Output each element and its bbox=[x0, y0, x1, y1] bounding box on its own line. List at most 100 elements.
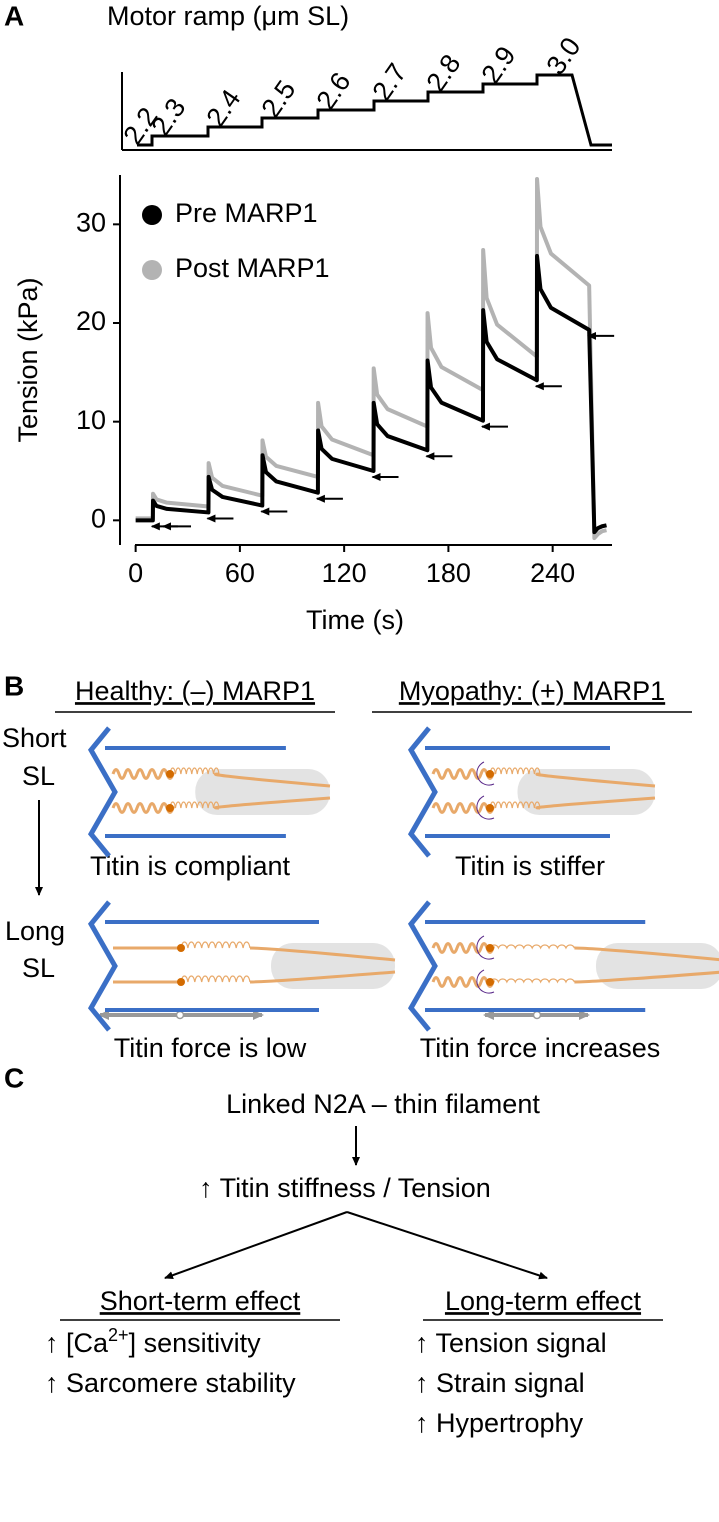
titin-coil bbox=[489, 944, 575, 950]
titin-coil bbox=[489, 978, 575, 984]
ramp-level-label: 2.4 bbox=[200, 84, 246, 132]
series-line bbox=[135, 253, 607, 535]
sarcomere-schematic bbox=[407, 900, 719, 1032]
ramp-level-label: 2.5 bbox=[255, 75, 301, 123]
x-tick-label: 180 bbox=[426, 558, 471, 588]
titin bbox=[431, 942, 496, 954]
heading: Healthy: (–) MARP1 bbox=[75, 676, 315, 706]
titin-coil bbox=[180, 975, 251, 983]
titin bbox=[111, 768, 176, 780]
text: ↑ [Ca bbox=[45, 1328, 109, 1358]
n2a bbox=[177, 944, 185, 952]
titin-coil bbox=[489, 767, 541, 775]
titin-coil bbox=[489, 801, 541, 809]
series-line bbox=[135, 176, 607, 541]
m-line bbox=[175, 1010, 185, 1020]
m-line bbox=[532, 1010, 542, 1020]
effect-item: ↑ [Ca2+] sensitivity bbox=[45, 1325, 261, 1358]
flow-node: Linked N2A – thin filament bbox=[226, 1089, 540, 1119]
heading: Myopathy: (+) MARP1 bbox=[399, 676, 665, 706]
flow-node: ↑ Titin stiffness / Tension bbox=[199, 1173, 491, 1203]
titin bbox=[535, 772, 656, 788]
n2a bbox=[166, 804, 174, 812]
titin bbox=[249, 946, 396, 962]
sarcomere-schematic bbox=[87, 726, 331, 858]
ramp-title: Motor ramp (μm SL) bbox=[107, 1, 349, 31]
thick-filament bbox=[271, 943, 395, 989]
z-disc bbox=[87, 900, 118, 1032]
n2a bbox=[486, 804, 494, 812]
z-disc bbox=[407, 900, 438, 1032]
marp1 bbox=[476, 795, 495, 820]
titin bbox=[574, 946, 719, 962]
caption: Titin is compliant bbox=[90, 851, 291, 881]
titin bbox=[111, 802, 176, 814]
x-tick-label: 120 bbox=[322, 558, 367, 588]
titin bbox=[574, 970, 719, 984]
titin bbox=[213, 796, 331, 810]
panel-label: A bbox=[4, 0, 24, 31]
effect-item: ↑ Tension signal bbox=[415, 1328, 607, 1358]
z-disc bbox=[87, 726, 118, 858]
heading: Long-term effect bbox=[445, 1286, 642, 1316]
legend-label: Pre MARP1 bbox=[175, 198, 318, 228]
marp1 bbox=[476, 969, 495, 994]
titin bbox=[213, 772, 331, 788]
legend-marker bbox=[142, 260, 162, 280]
effect-item: ↑ Hypertrophy bbox=[415, 1408, 584, 1438]
y-tick-label: 10 bbox=[76, 405, 106, 435]
titin bbox=[535, 796, 656, 810]
arrow bbox=[346, 1211, 548, 1280]
titin-coil bbox=[169, 767, 220, 775]
panel-label: C bbox=[4, 1062, 24, 1093]
titin-coil bbox=[180, 941, 251, 949]
n2a bbox=[486, 978, 494, 986]
caption: Titin is stiffer bbox=[455, 851, 605, 881]
arrow bbox=[164, 1211, 348, 1280]
thick-filament bbox=[195, 769, 330, 815]
ramp-level-label: 2.6 bbox=[310, 67, 356, 115]
n2a bbox=[166, 770, 174, 778]
ramp-level-label: 2.8 bbox=[420, 49, 466, 97]
sarcomere-schematic bbox=[407, 726, 656, 858]
z-disc bbox=[407, 726, 438, 858]
ramp-level-label: 2.9 bbox=[475, 41, 521, 89]
effect-item: ↑ Strain signal bbox=[415, 1368, 585, 1398]
effect-item: ↑ Sarcomere stability bbox=[45, 1368, 296, 1398]
x-axis-label: Time (s) bbox=[306, 605, 404, 635]
n2a bbox=[486, 770, 494, 778]
x-tick-label: 60 bbox=[225, 558, 255, 588]
titin-coil bbox=[169, 801, 220, 809]
legend-marker bbox=[142, 205, 162, 225]
ramp-level-label: 2.7 bbox=[366, 58, 412, 106]
y-axis-label: Tension (kPa) bbox=[13, 277, 43, 442]
y-tick-label: 20 bbox=[76, 306, 106, 336]
legend-label: Post MARP1 bbox=[175, 253, 330, 283]
row-label: Long bbox=[5, 916, 65, 946]
panel-label: B bbox=[4, 670, 24, 701]
thick-filament bbox=[595, 943, 719, 989]
text: ] sensitivity bbox=[129, 1328, 262, 1358]
caption: Titin force is low bbox=[114, 1033, 307, 1063]
x-tick-label: 240 bbox=[530, 558, 575, 588]
n2a bbox=[486, 944, 494, 952]
x-tick-label: 0 bbox=[128, 558, 143, 588]
titin bbox=[431, 768, 496, 780]
superscript: 2+ bbox=[108, 1325, 129, 1345]
marp1 bbox=[476, 935, 495, 960]
heading: Short-term effect bbox=[100, 1286, 301, 1316]
ramp-profile bbox=[137, 73, 612, 147]
row-label: SL bbox=[22, 761, 55, 791]
thick-filament bbox=[517, 769, 655, 815]
caption: Titin force increases bbox=[420, 1033, 661, 1063]
y-tick-label: 0 bbox=[91, 503, 106, 533]
titin bbox=[249, 970, 396, 984]
marp1 bbox=[476, 761, 495, 786]
row-label: SL bbox=[22, 953, 55, 983]
titin bbox=[431, 802, 496, 814]
row-label: Short bbox=[2, 723, 67, 753]
sarcomere-schematic bbox=[87, 900, 396, 1032]
ramp-level-label: 3.0 bbox=[540, 32, 586, 80]
titin bbox=[431, 976, 496, 988]
